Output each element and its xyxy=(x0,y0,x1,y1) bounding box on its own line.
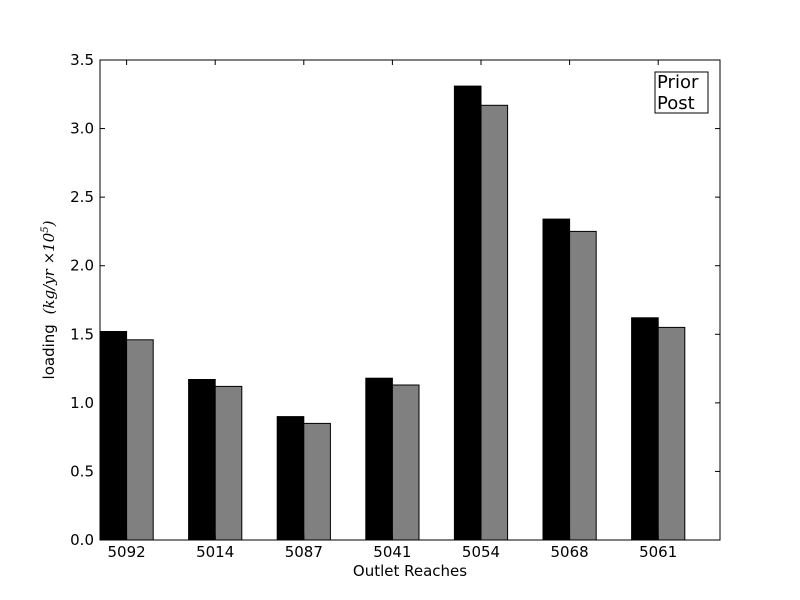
legend-entry-post: Post xyxy=(657,93,695,114)
y-tick-label: 3.5 xyxy=(70,51,94,69)
y-tick-label: 2.0 xyxy=(70,257,94,275)
y-axis-label-unit: (kg/yr ×10 xyxy=(40,232,58,314)
x-tick-label: 5014 xyxy=(196,543,234,561)
x-tick-label: 5092 xyxy=(108,543,146,561)
y-tick-label: 1.0 xyxy=(70,394,94,412)
bar-post-5014 xyxy=(214,385,243,541)
x-tick-label: 5054 xyxy=(462,543,500,561)
y-tick-label: 2.5 xyxy=(70,188,94,206)
bar-post-5041 xyxy=(391,384,420,541)
y-axis-label: loading (kg/yr ×105) xyxy=(40,220,58,379)
y-axis-label-close: ) xyxy=(40,220,58,227)
ticks-group: 5092 5014 5087 5041 5054 5068 5061 0.0 0.5 1.0 1.5… xyxy=(70,51,720,561)
x-tick-label: 5041 xyxy=(373,543,411,561)
plot-frame xyxy=(99,59,721,541)
bar-prior-5014 xyxy=(188,379,216,541)
legend: Prior Post xyxy=(654,71,709,114)
y-tick-label: 1.5 xyxy=(70,325,94,343)
bar-post-5068 xyxy=(569,230,597,541)
y-axis-label-exponent: 5 xyxy=(40,226,51,232)
x-tick-label: 5087 xyxy=(285,543,323,561)
bar-prior-5054 xyxy=(453,85,482,541)
bar-prior-5061 xyxy=(631,317,659,541)
x-axis-label: Outlet Reaches xyxy=(353,562,467,580)
bar-post-5054 xyxy=(480,104,509,541)
y-tick-label: 3.0 xyxy=(70,120,94,138)
y-tick-label: 0.5 xyxy=(70,462,94,480)
legend-entry-prior: Prior xyxy=(657,72,699,93)
bar-post-5087 xyxy=(303,422,331,541)
x-tick-label: 5068 xyxy=(551,543,589,561)
bar-post-5092 xyxy=(126,339,154,541)
bar-prior-5068 xyxy=(542,218,571,541)
y-tick-label: 0.0 xyxy=(70,531,94,549)
bar-post-5061 xyxy=(657,326,686,541)
bar-prior-5092 xyxy=(99,331,128,541)
bar-prior-5087 xyxy=(276,416,305,541)
y-axis-label-text: loading xyxy=(40,324,58,379)
x-tick-label: 5061 xyxy=(639,543,677,561)
legend-box xyxy=(654,71,709,114)
bar-prior-5041 xyxy=(365,377,393,541)
bars-group xyxy=(99,85,686,541)
